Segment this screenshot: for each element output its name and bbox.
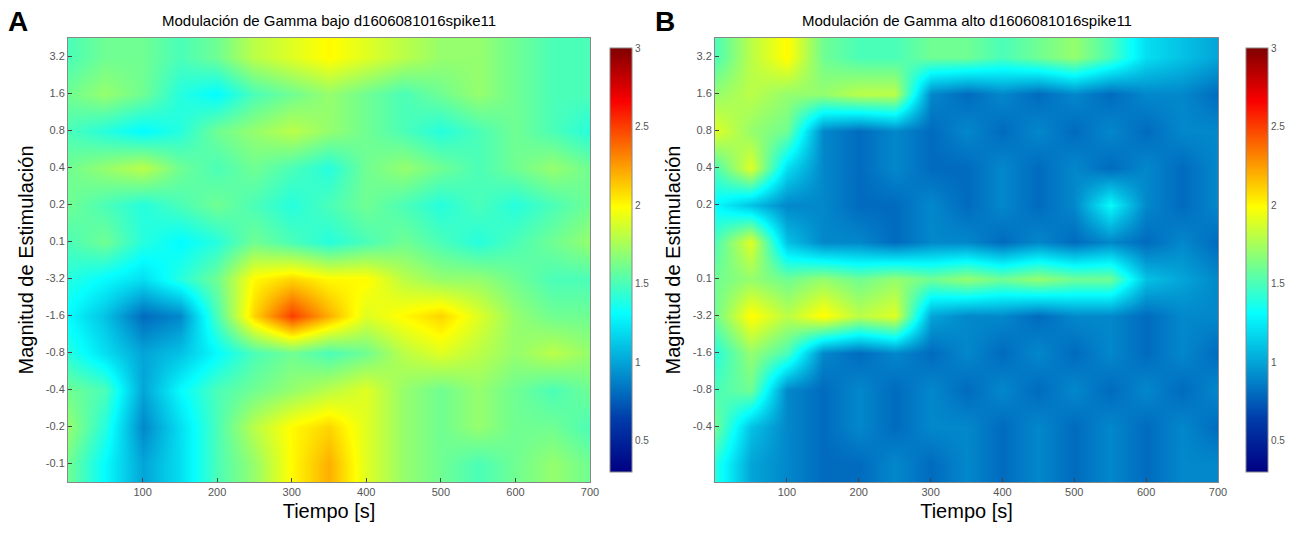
svg-text:-0.4: -0.4	[46, 383, 65, 395]
svg-text:A: A	[8, 6, 28, 37]
svg-text:700: 700	[581, 486, 599, 498]
svg-text:400: 400	[357, 486, 375, 498]
svg-text:0.2: 0.2	[50, 198, 65, 210]
svg-text:100: 100	[778, 486, 796, 498]
svg-text:1.6: 1.6	[697, 87, 712, 99]
svg-text:200: 200	[208, 486, 226, 498]
svg-text:500: 500	[432, 486, 450, 498]
svg-text:-0.8: -0.8	[46, 346, 65, 358]
svg-text:0.1: 0.1	[50, 235, 65, 247]
svg-text:100: 100	[133, 486, 151, 498]
svg-text:0.4: 0.4	[50, 161, 65, 173]
svg-text:0.2: 0.2	[697, 198, 712, 210]
svg-text:1: 1	[1271, 357, 1277, 368]
svg-text:2.5: 2.5	[1271, 121, 1285, 132]
svg-text:3: 3	[635, 43, 641, 54]
svg-text:400: 400	[993, 486, 1011, 498]
svg-text:B: B	[655, 6, 675, 37]
svg-text:0.4: 0.4	[697, 161, 712, 173]
svg-text:200: 200	[850, 486, 868, 498]
svg-text:-0.1: -0.1	[46, 457, 65, 469]
svg-text:2.5: 2.5	[635, 121, 649, 132]
svg-text:-0.8: -0.8	[693, 383, 712, 395]
svg-text:Tiempo [s]: Tiempo [s]	[283, 500, 376, 522]
svg-text:500: 500	[1065, 486, 1083, 498]
svg-text:1.6: 1.6	[50, 87, 65, 99]
svg-text:-3.2: -3.2	[693, 309, 712, 321]
svg-text:300: 300	[283, 486, 301, 498]
svg-text:600: 600	[1137, 486, 1155, 498]
svg-text:-1.6: -1.6	[693, 346, 712, 358]
svg-text:2: 2	[1271, 200, 1277, 211]
svg-text:0.8: 0.8	[697, 124, 712, 136]
svg-text:Modulación de Gamma alto d1606: Modulación de Gamma alto d1606081016spik…	[802, 12, 1132, 29]
svg-text:2: 2	[635, 200, 641, 211]
svg-text:3.2: 3.2	[697, 50, 712, 62]
svg-text:Modulación de Gamma bajo d1606: Modulación de Gamma bajo d1606081016spik…	[162, 12, 496, 29]
svg-text:1: 1	[635, 357, 641, 368]
svg-text:3.2: 3.2	[50, 50, 65, 62]
svg-text:600: 600	[506, 486, 524, 498]
svg-text:-0.2: -0.2	[46, 420, 65, 432]
svg-text:Magnitud de Estimulación: Magnitud de Estimulación	[15, 145, 37, 374]
svg-text:Tiempo [s]: Tiempo [s]	[920, 500, 1013, 522]
svg-text:1.5: 1.5	[1271, 278, 1285, 289]
svg-text:0.5: 0.5	[635, 435, 649, 446]
svg-text:300: 300	[921, 486, 939, 498]
svg-text:-1.6: -1.6	[46, 309, 65, 321]
svg-text:0.5: 0.5	[1271, 435, 1285, 446]
svg-text:1.5: 1.5	[635, 278, 649, 289]
svg-text:Magnitud de Estimulación: Magnitud de Estimulación	[662, 145, 684, 374]
svg-text:-0.4: -0.4	[693, 420, 712, 432]
svg-text:700: 700	[1209, 486, 1227, 498]
svg-text:-3.2: -3.2	[46, 272, 65, 284]
svg-text:0.8: 0.8	[50, 124, 65, 136]
svg-text:3: 3	[1271, 43, 1277, 54]
svg-text:0.1: 0.1	[697, 272, 712, 284]
